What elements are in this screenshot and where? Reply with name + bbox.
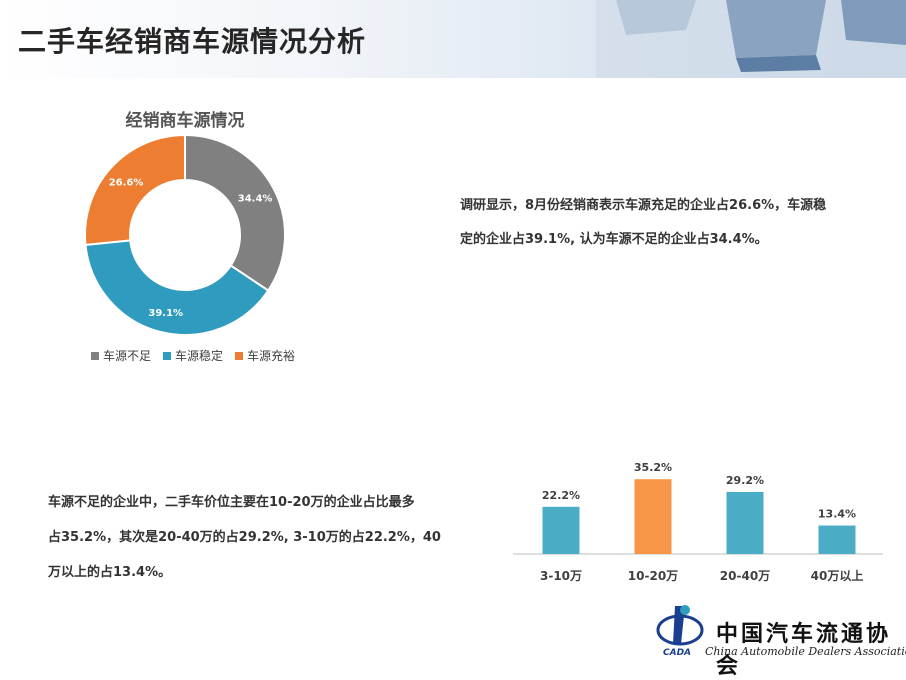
- legend-swatch: [163, 351, 172, 360]
- donut-slice: [184, 133, 286, 292]
- survey-summary-text: 调研显示，8月份经销商表示车源充足的企业占26.6%，车源稳 定的企业占39.1…: [460, 189, 860, 257]
- legend-swatch: [235, 351, 244, 360]
- legend-label: 车源充裕: [247, 349, 296, 363]
- x-tick-label: 20-40万: [720, 569, 770, 583]
- donut-slice-label: 39.1%: [148, 308, 183, 319]
- legend-swatch: [91, 351, 99, 360]
- text-line: 车源不足的企业中，二手车价位主要在10-20万的企业占比最多: [48, 495, 415, 510]
- legend-item-shortage: 车源不足: [91, 347, 151, 364]
- legend-item-stable: 车源稳定: [163, 347, 223, 364]
- donut-legend: 车源不足 车源稳定 车源充裕: [91, 347, 295, 364]
- legend-label: 车源不足: [103, 349, 152, 363]
- x-tick-label: 40万以上: [811, 568, 864, 583]
- x-tick-label: 3-10万: [540, 569, 582, 583]
- association-name-en: China Automobile Dealers Association: [705, 645, 906, 658]
- price-range-bar-chart: 22.2% 3-10万 35.2% 10-20万 29.2% 20-40万 13.4% 40万…: [513, 461, 883, 583]
- header-cubes-image: [596, 0, 906, 78]
- bar-value-label: 22.2%: [542, 489, 580, 502]
- bar-value-label: 29.2%: [726, 474, 764, 487]
- donut-slice: [84, 239, 270, 336]
- text-line: 万以上的占13.4%。: [48, 565, 172, 580]
- donut-slice: [84, 133, 186, 246]
- donut-slice-label: 26.6%: [109, 178, 144, 189]
- donut-chart-title: 经销商车源情况: [125, 111, 245, 131]
- price-range-text: 车源不足的企业中，二手车价位主要在10-20万的企业占比最多 占35.2%，其次…: [48, 485, 458, 590]
- donut-slice-label: 34.4%: [238, 194, 273, 205]
- text-line: 定的企业占39.1%, 认为车源不足的企业占34.4%。: [460, 232, 768, 247]
- bar: [542, 506, 580, 554]
- bar: [634, 479, 672, 554]
- bar-value-label: 35.2%: [634, 461, 672, 474]
- legend-item-ample: 车源充裕: [235, 347, 295, 364]
- header-banner: 二手车经销商车源情况分析: [0, 0, 906, 78]
- legend-label: 车源稳定: [175, 349, 224, 363]
- page-title: 二手车经销商车源情况分析: [18, 25, 367, 58]
- logo-mark-text: CADA: [663, 648, 691, 658]
- text-line: 调研显示，8月份经销商表示车源充足的企业占26.6%，车源稳: [460, 198, 827, 213]
- text-line: 占35.2%，其次是20-40万的占29.2%, 3-10万的占22.2%，40: [48, 530, 441, 545]
- bar-value-label: 13.4%: [818, 508, 856, 521]
- x-tick-label: 10-20万: [628, 569, 678, 583]
- bar: [818, 525, 856, 554]
- donut-chart: 34.4% 39.1% 26.6%: [84, 133, 286, 336]
- cada-logo-icon: CADA: [656, 605, 704, 658]
- bar: [726, 491, 764, 554]
